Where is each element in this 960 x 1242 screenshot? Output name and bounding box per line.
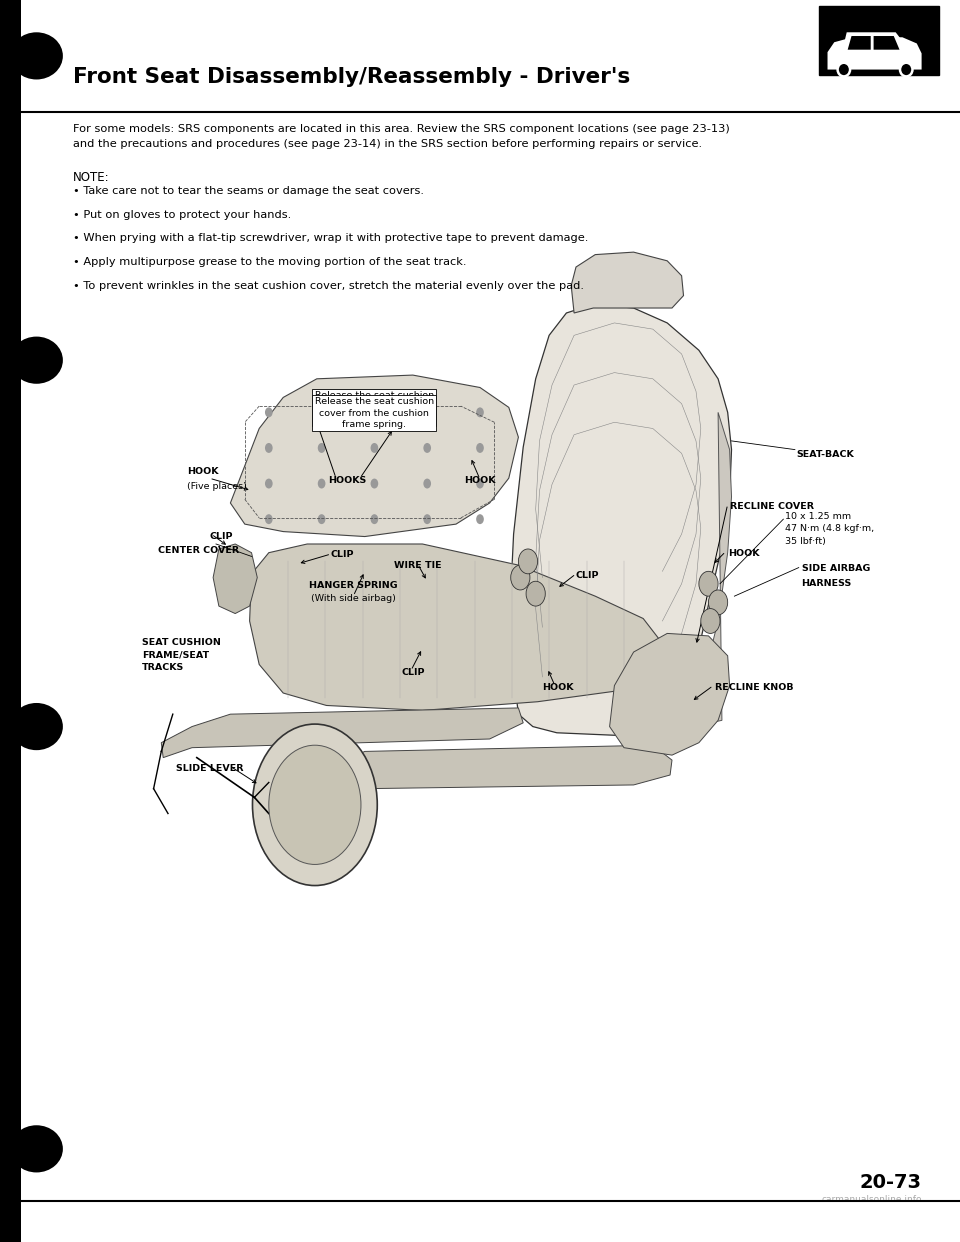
Circle shape bbox=[371, 443, 378, 453]
Text: carmanualsonline.info: carmanualsonline.info bbox=[821, 1195, 922, 1205]
Text: 47 N·m (4.8 kgf·m,: 47 N·m (4.8 kgf·m, bbox=[785, 524, 875, 533]
Polygon shape bbox=[571, 252, 684, 313]
Text: For some models: SRS components are located in this area. Review the SRS compone: For some models: SRS components are loca… bbox=[73, 124, 730, 149]
Text: SEAT-BACK: SEAT-BACK bbox=[797, 450, 854, 458]
Circle shape bbox=[371, 478, 378, 488]
Circle shape bbox=[423, 478, 431, 488]
Text: CLIP: CLIP bbox=[209, 532, 232, 540]
Circle shape bbox=[423, 407, 431, 417]
Text: HOOKS: HOOKS bbox=[328, 476, 367, 484]
Circle shape bbox=[265, 514, 273, 524]
Polygon shape bbox=[691, 412, 732, 727]
Text: (With side airbag): (With side airbag) bbox=[311, 594, 396, 602]
Circle shape bbox=[476, 407, 484, 417]
Circle shape bbox=[318, 514, 325, 524]
Circle shape bbox=[318, 443, 325, 453]
Ellipse shape bbox=[10, 32, 62, 79]
Circle shape bbox=[265, 443, 273, 453]
Polygon shape bbox=[828, 37, 922, 70]
Circle shape bbox=[526, 581, 545, 606]
Text: 20-73: 20-73 bbox=[859, 1172, 922, 1192]
Text: SIDE AIRBAG: SIDE AIRBAG bbox=[802, 564, 870, 573]
Text: • To prevent wrinkles in the seat cushion cover, stretch the material evenly ove: • To prevent wrinkles in the seat cushio… bbox=[73, 281, 584, 291]
Circle shape bbox=[423, 443, 431, 453]
Circle shape bbox=[476, 443, 484, 453]
Text: HOOK: HOOK bbox=[728, 549, 759, 558]
Circle shape bbox=[371, 407, 378, 417]
Text: HOOK: HOOK bbox=[465, 476, 495, 484]
Ellipse shape bbox=[837, 63, 851, 77]
Text: RECLINE KNOB: RECLINE KNOB bbox=[715, 683, 794, 692]
Text: CLIP: CLIP bbox=[401, 668, 424, 677]
Polygon shape bbox=[842, 32, 904, 52]
Text: Release the seat cushion
cover from the cushion
frame spring.: Release the seat cushion cover from the … bbox=[315, 391, 434, 424]
Ellipse shape bbox=[0, 710, 8, 743]
Polygon shape bbox=[250, 544, 662, 710]
Text: • Take care not to tear the seams or damage the seat covers.: • Take care not to tear the seams or dam… bbox=[73, 186, 424, 196]
Circle shape bbox=[476, 478, 484, 488]
Ellipse shape bbox=[0, 345, 8, 375]
Circle shape bbox=[518, 549, 538, 574]
Polygon shape bbox=[161, 708, 523, 758]
Polygon shape bbox=[334, 745, 672, 789]
Circle shape bbox=[318, 478, 325, 488]
FancyBboxPatch shape bbox=[0, 0, 21, 1242]
Polygon shape bbox=[213, 544, 257, 614]
Text: CENTER COVER: CENTER COVER bbox=[158, 546, 240, 555]
Circle shape bbox=[699, 571, 718, 596]
Text: • Put on gloves to protect your hands.: • Put on gloves to protect your hands. bbox=[73, 210, 291, 220]
Circle shape bbox=[318, 407, 325, 417]
Text: HANGER SPRING: HANGER SPRING bbox=[309, 581, 397, 590]
Text: CLIP: CLIP bbox=[330, 550, 353, 559]
Polygon shape bbox=[848, 36, 871, 50]
Text: WIRE TIE: WIRE TIE bbox=[394, 561, 442, 570]
Text: SLIDE LEVER: SLIDE LEVER bbox=[176, 764, 243, 773]
Circle shape bbox=[701, 609, 720, 633]
Text: NOTE:: NOTE: bbox=[73, 171, 109, 184]
Circle shape bbox=[265, 407, 273, 417]
Text: Release the seat cushion
cover from the cushion
frame spring.: Release the seat cushion cover from the … bbox=[315, 397, 434, 428]
Circle shape bbox=[511, 565, 530, 590]
Text: HOOK: HOOK bbox=[187, 467, 219, 476]
Text: SEAT CUSHION: SEAT CUSHION bbox=[142, 638, 221, 647]
Text: HOOK: HOOK bbox=[542, 683, 573, 692]
Text: • When prying with a flat-tip screwdriver, wrap it with protective tape to preve: • When prying with a flat-tip screwdrive… bbox=[73, 233, 588, 243]
Text: • Apply multipurpose grease to the moving portion of the seat track.: • Apply multipurpose grease to the movin… bbox=[73, 257, 467, 267]
Text: TRACKS: TRACKS bbox=[142, 663, 184, 672]
Circle shape bbox=[371, 514, 378, 524]
Text: 35 lbf·ft): 35 lbf·ft) bbox=[785, 537, 827, 545]
Polygon shape bbox=[230, 375, 518, 537]
Text: HARNESS: HARNESS bbox=[802, 579, 852, 587]
Ellipse shape bbox=[0, 40, 8, 72]
Ellipse shape bbox=[10, 337, 62, 384]
Polygon shape bbox=[874, 36, 900, 50]
Circle shape bbox=[708, 590, 728, 615]
Circle shape bbox=[252, 724, 377, 886]
Text: Front Seat Disassembly/Reassembly - Driver's: Front Seat Disassembly/Reassembly - Driv… bbox=[73, 67, 630, 87]
Text: FRAME/SEAT: FRAME/SEAT bbox=[142, 651, 209, 660]
Text: RECLINE COVER: RECLINE COVER bbox=[730, 502, 814, 510]
Ellipse shape bbox=[10, 703, 62, 750]
Circle shape bbox=[476, 514, 484, 524]
Text: CLIP: CLIP bbox=[576, 571, 599, 580]
Polygon shape bbox=[509, 304, 732, 735]
Ellipse shape bbox=[10, 1125, 62, 1172]
Text: (Five places): (Five places) bbox=[187, 482, 247, 491]
Circle shape bbox=[269, 745, 361, 864]
Ellipse shape bbox=[900, 63, 912, 77]
Circle shape bbox=[423, 514, 431, 524]
Polygon shape bbox=[610, 633, 730, 755]
Text: 10 x 1.25 mm: 10 x 1.25 mm bbox=[785, 512, 852, 520]
FancyBboxPatch shape bbox=[819, 6, 939, 75]
Circle shape bbox=[265, 478, 273, 488]
Ellipse shape bbox=[0, 1133, 8, 1165]
